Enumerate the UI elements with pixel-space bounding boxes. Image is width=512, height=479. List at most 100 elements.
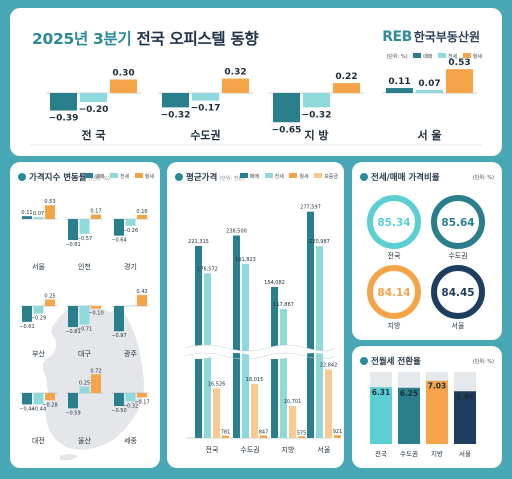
- avg-value-label: 22,842: [320, 362, 338, 368]
- summary-bar: [416, 89, 443, 93]
- summary-value-label: −0.17: [191, 104, 221, 114]
- avg-bar: [222, 435, 229, 438]
- region-name-label: 대전: [32, 436, 45, 445]
- avg-bar: [298, 436, 305, 438]
- ratio-value-label: 84.14: [377, 287, 410, 299]
- ratio-ring: [431, 265, 485, 319]
- region-value-label: −0.44: [31, 406, 46, 412]
- regional-map-chart: 0.11 0.070.53서울−0.81−0.570.17인천−0.64−0.26…: [19, 199, 150, 461]
- summary-bar: [386, 88, 413, 93]
- summary-bar: [446, 69, 473, 93]
- summary-bar: [80, 93, 107, 102]
- region-bar: [33, 306, 44, 314]
- region-name-label: 부산: [32, 349, 45, 358]
- region-value-label: −0.64: [111, 238, 126, 244]
- axis-break-line: [184, 352, 336, 360]
- region-bar: [114, 393, 124, 406]
- region-bar: [33, 217, 44, 219]
- summary-value-label: −0.39: [49, 114, 79, 124]
- region-value-label: −0.81: [65, 242, 80, 248]
- avg-bar: [213, 388, 220, 438]
- region-bar: [137, 214, 147, 219]
- region-bar: [45, 205, 55, 219]
- avg-bar: [233, 235, 240, 438]
- region-value-label: 0.42: [136, 289, 147, 295]
- summary-value-label: 0.22: [335, 72, 357, 82]
- summary-bar: [303, 93, 330, 108]
- conversion-bar: [454, 391, 476, 444]
- axis-break-line: [184, 344, 336, 352]
- region-bar: [114, 219, 124, 236]
- avg-category-label: 지방: [282, 445, 295, 454]
- avg-bar: [251, 383, 258, 438]
- summary-bar: [50, 93, 77, 111]
- summary-value-label: −0.32: [161, 110, 191, 120]
- region-name-label: 인천: [78, 262, 91, 271]
- avg-bar: [307, 211, 314, 438]
- region-value-label: 0.11: [21, 210, 32, 216]
- avg-price-chart: 221,315 176,572 16,526 781 전국 238,500 191,823 1…: [184, 205, 343, 454]
- region-bar: [79, 219, 90, 234]
- summary-bar: [192, 93, 219, 101]
- price-index-legend: 매매 전세 월세: [81, 173, 154, 180]
- avg-category-label: 서울: [318, 445, 331, 454]
- summary-value-label: 0.30: [112, 69, 134, 79]
- region-name-label: 세종: [124, 436, 137, 445]
- axis-break-band: [185, 345, 335, 359]
- region-value-label: 0.25: [44, 294, 55, 300]
- region-value-label: −0.61: [19, 324, 34, 330]
- summary-category-label: 전 국: [81, 128, 105, 142]
- avg-value-label: 921: [333, 429, 343, 435]
- summary-value-label: 0.07: [418, 79, 440, 89]
- avg-value-label: 176,572: [197, 266, 218, 272]
- avg-bar: [334, 435, 341, 438]
- summary-value-label: −0.32: [302, 110, 332, 120]
- avg-bar: [325, 369, 332, 438]
- conversion-value-label: 6.25: [400, 389, 419, 398]
- ratio-donut-chart: 85.34 전국 85.64 수도권 84.14 지방 84.45 서울: [367, 195, 485, 330]
- avg-value-label: 781: [221, 430, 231, 436]
- conversion-value-label: 6.31: [372, 388, 391, 397]
- region-bar: [68, 219, 78, 241]
- region-bar: [45, 393, 55, 401]
- avg-bar: [195, 245, 202, 438]
- region-value-label: −0.29: [31, 316, 46, 322]
- avg-value-label: 191,823: [235, 257, 256, 263]
- summary-legend: (단위: %) 매매 전세 월세: [386, 53, 482, 60]
- conversion-name-label: 지방: [431, 449, 443, 458]
- summary-category-label: 서 울: [417, 128, 441, 142]
- region-bar: [33, 393, 44, 405]
- avg-category-label: 전국: [206, 445, 219, 454]
- summary-bar: [222, 78, 249, 93]
- region-value-label: −0.57: [77, 236, 92, 242]
- avg-price-legend: 매매 전세 월세 보증금: [236, 173, 338, 180]
- summary-bar: [162, 93, 189, 108]
- summary-value-label: 0.32: [224, 68, 246, 78]
- avg-bar: [280, 309, 287, 438]
- region-bar: [114, 306, 124, 332]
- avg-bar: [260, 435, 267, 438]
- region-value-label: −0.10: [88, 311, 103, 317]
- ratio-name-label: 수도권: [448, 252, 467, 260]
- summary-category-label: 지 방: [304, 128, 328, 142]
- ratio-value-label: 84.45: [441, 287, 474, 299]
- summary-value-label: 0.53: [448, 58, 470, 68]
- region-bar: [91, 214, 101, 219]
- reb-logo: REB: [382, 29, 412, 45]
- avg-value-label: 18,015: [246, 377, 264, 383]
- summary-value-label: 0.11: [388, 77, 410, 87]
- brand-logo: REB 한국부동산원: [382, 29, 480, 45]
- avg-value-label: 221,315: [188, 239, 209, 245]
- region-bar: [22, 393, 32, 405]
- ratio-name-label: 지방: [388, 321, 401, 330]
- jeju-shape: [60, 454, 78, 461]
- ratio-ring: [431, 195, 485, 249]
- ratio-unit: (단위: %): [472, 175, 494, 181]
- conversion-unit: (단위: %): [472, 359, 494, 365]
- avg-value-label: 154,082: [264, 280, 285, 286]
- avg-price-card: 평균가격 (단위: 천원) 매매 전세 월세 보증금 221,315 176,572…: [167, 162, 344, 468]
- region-value-label: 0.17: [90, 209, 101, 215]
- ratio-title: 전세/매매 가격비율: [360, 171, 440, 183]
- ratio-value-label: 85.34: [377, 217, 410, 229]
